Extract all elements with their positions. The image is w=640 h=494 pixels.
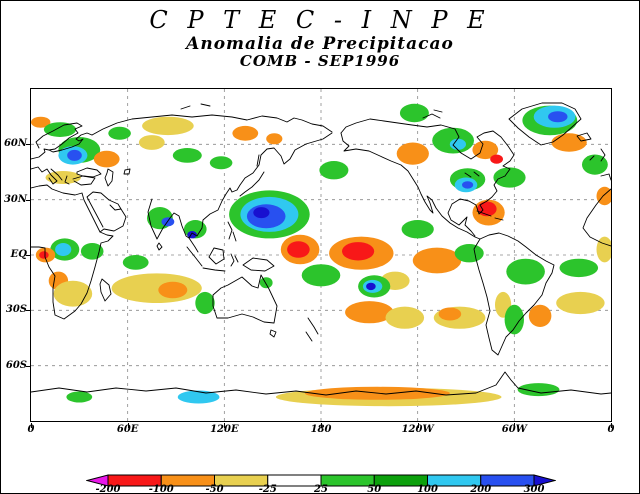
map-frame	[30, 88, 612, 422]
dataset-label: COMB - SEP1996	[239, 52, 401, 70]
lat-tick-label: EQ	[10, 249, 27, 260]
lon-tick-label: 0	[607, 424, 615, 435]
lat-tick-label: 30S	[5, 304, 27, 316]
lat-tick-label: 60S	[5, 359, 27, 371]
anomaly-shading	[31, 103, 611, 407]
lon-tick-label: 60E	[116, 424, 139, 435]
plot-subtitle: Anomalia de Precipitacao	[186, 34, 454, 54]
lon-tick-label: 120E	[210, 424, 239, 435]
lon-tickmark	[127, 423, 129, 428]
lat-tick-label: 60N	[3, 138, 27, 150]
lon-tick-label: 60W	[501, 424, 527, 435]
org-title: C P T E C - I N P E	[149, 6, 491, 34]
lon-tickmark	[321, 423, 322, 428]
lon-tickmark	[611, 423, 612, 428]
colorbar	[86, 474, 556, 487]
lon-tick-label: 120W	[401, 424, 434, 435]
lon-tick-label: 0	[27, 424, 35, 435]
world-map	[31, 89, 611, 421]
lon-tickmark	[31, 423, 32, 428]
lon-tickmark	[224, 423, 226, 428]
coastlines	[31, 102, 611, 396]
lon-tickmark	[514, 423, 516, 428]
lat-tick-label: 30N	[3, 193, 27, 205]
lon-tickmark	[417, 423, 419, 428]
lon-tick-label: 180	[310, 424, 332, 435]
